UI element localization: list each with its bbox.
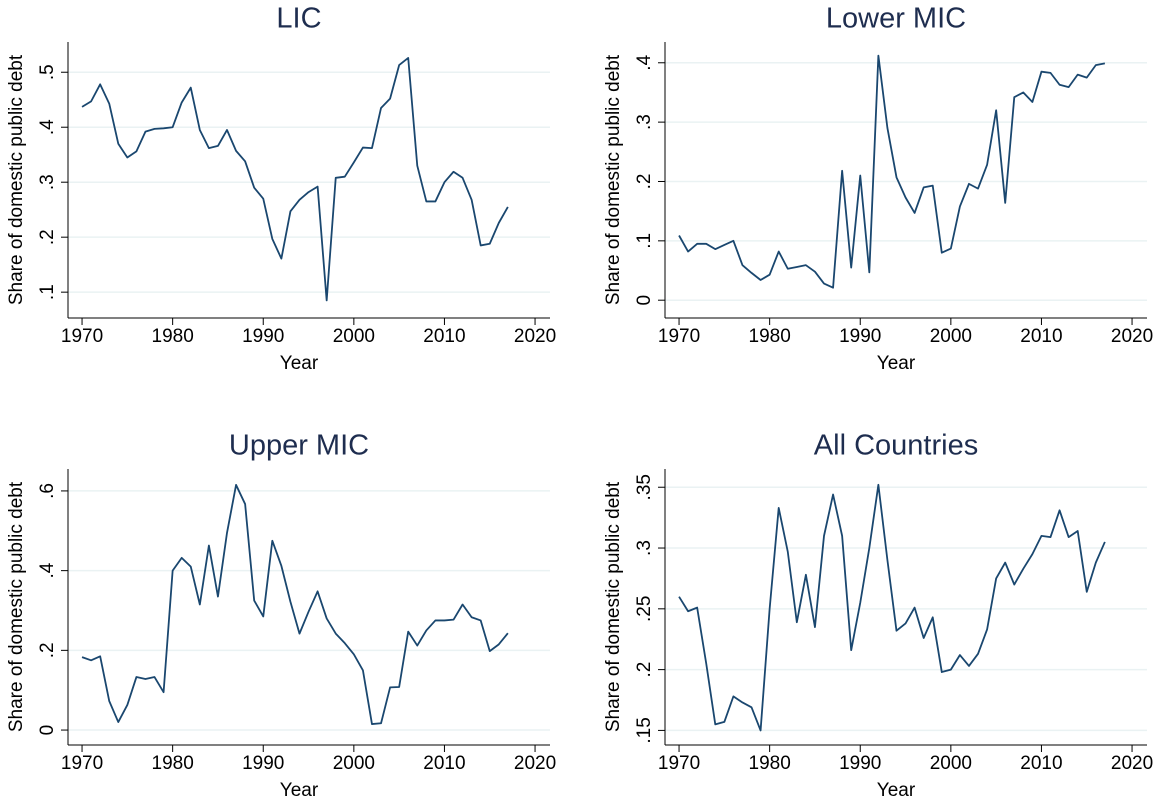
y-axis-label: Share of domestic public debt (603, 481, 624, 732)
panel-title: Upper MIC (229, 430, 369, 462)
x-tick-label: 1990 (242, 326, 284, 347)
y-tick-label: .6 (37, 483, 58, 499)
x-tick-label: 1980 (749, 326, 791, 347)
y-tick-label: .3 (634, 540, 655, 556)
x-tick-label: 2000 (930, 753, 972, 774)
x-tick-label: 2010 (423, 753, 465, 774)
y-axis-label: Share of domestic public debt (6, 481, 27, 732)
y-tick-label: .4 (634, 54, 655, 70)
panel: LIC .1 .2 .3 .4 .5 1970 1980 1990 2000 2010 2020 Yea… (6, 3, 556, 374)
x-tick-label: 2010 (1020, 326, 1062, 347)
panel-title: All Countries (814, 430, 978, 462)
panel-title: Lower MIC (826, 3, 966, 35)
panel: Upper MIC 0 .2 .4 .6 1970 1980 1990 2000 2010 2020… (6, 430, 556, 801)
x-tick-label: 1970 (658, 753, 700, 774)
y-tick-label: .35 (634, 474, 655, 500)
x-axis-label: Year (280, 353, 319, 374)
x-tick-label: 1990 (839, 753, 881, 774)
y-tick-label: .1 (37, 284, 58, 300)
data-line (678, 483, 1106, 732)
data-line (678, 54, 1106, 289)
y-axis-label: Share of domestic public debt (6, 54, 27, 305)
x-tick-label: 2000 (930, 326, 972, 347)
x-tick-label: 1980 (152, 326, 194, 347)
x-tick-label: 1970 (658, 326, 700, 347)
x-tick-label: 2020 (1111, 326, 1153, 347)
x-tick-label: 1980 (749, 753, 791, 774)
x-tick-label: 2020 (1111, 753, 1153, 774)
y-tick-label: .3 (37, 174, 58, 190)
y-tick-label: 0 (634, 295, 655, 306)
panel-title: LIC (276, 3, 321, 35)
y-tick-label: .1 (634, 233, 655, 249)
data-line (81, 57, 509, 302)
x-tick-label: 1990 (839, 326, 881, 347)
y-tick-label: .2 (37, 229, 58, 245)
x-tick-label: 1990 (242, 753, 284, 774)
x-tick-label: 2020 (514, 753, 556, 774)
y-tick-label: .15 (634, 717, 655, 743)
x-tick-label: 2020 (514, 326, 556, 347)
y-tick-label: .2 (634, 174, 655, 190)
x-tick-label: 2000 (333, 326, 375, 347)
x-tick-label: 2000 (333, 753, 375, 774)
y-tick-label: 0 (37, 725, 58, 736)
y-tick-label: .4 (37, 119, 58, 135)
panel: All Countries .15 .2 .25 .3 .35 1970 1980 1990 20… (603, 430, 1153, 801)
y-tick-label: .25 (634, 596, 655, 622)
y-tick-label: .3 (634, 114, 655, 130)
x-tick-label: 1970 (61, 753, 103, 774)
y-tick-label: .2 (37, 642, 58, 658)
x-tick-label: 1980 (152, 753, 194, 774)
x-tick-label: 2010 (1020, 753, 1062, 774)
x-tick-label: 2010 (423, 326, 465, 347)
x-tick-label: 1970 (61, 326, 103, 347)
y-tick-label: .5 (37, 64, 58, 80)
y-tick-label: .4 (37, 562, 58, 578)
y-tick-label: .2 (634, 662, 655, 678)
x-axis-label: Year (877, 353, 916, 374)
x-axis-label: Year (280, 780, 319, 801)
x-axis-label: Year (877, 780, 916, 801)
panel: Lower MIC 0 .1 .2 .3 .4 1970 1980 1990 2000 2010 20… (603, 3, 1153, 374)
data-line (81, 484, 509, 725)
y-axis-label: Share of domestic public debt (603, 54, 624, 305)
